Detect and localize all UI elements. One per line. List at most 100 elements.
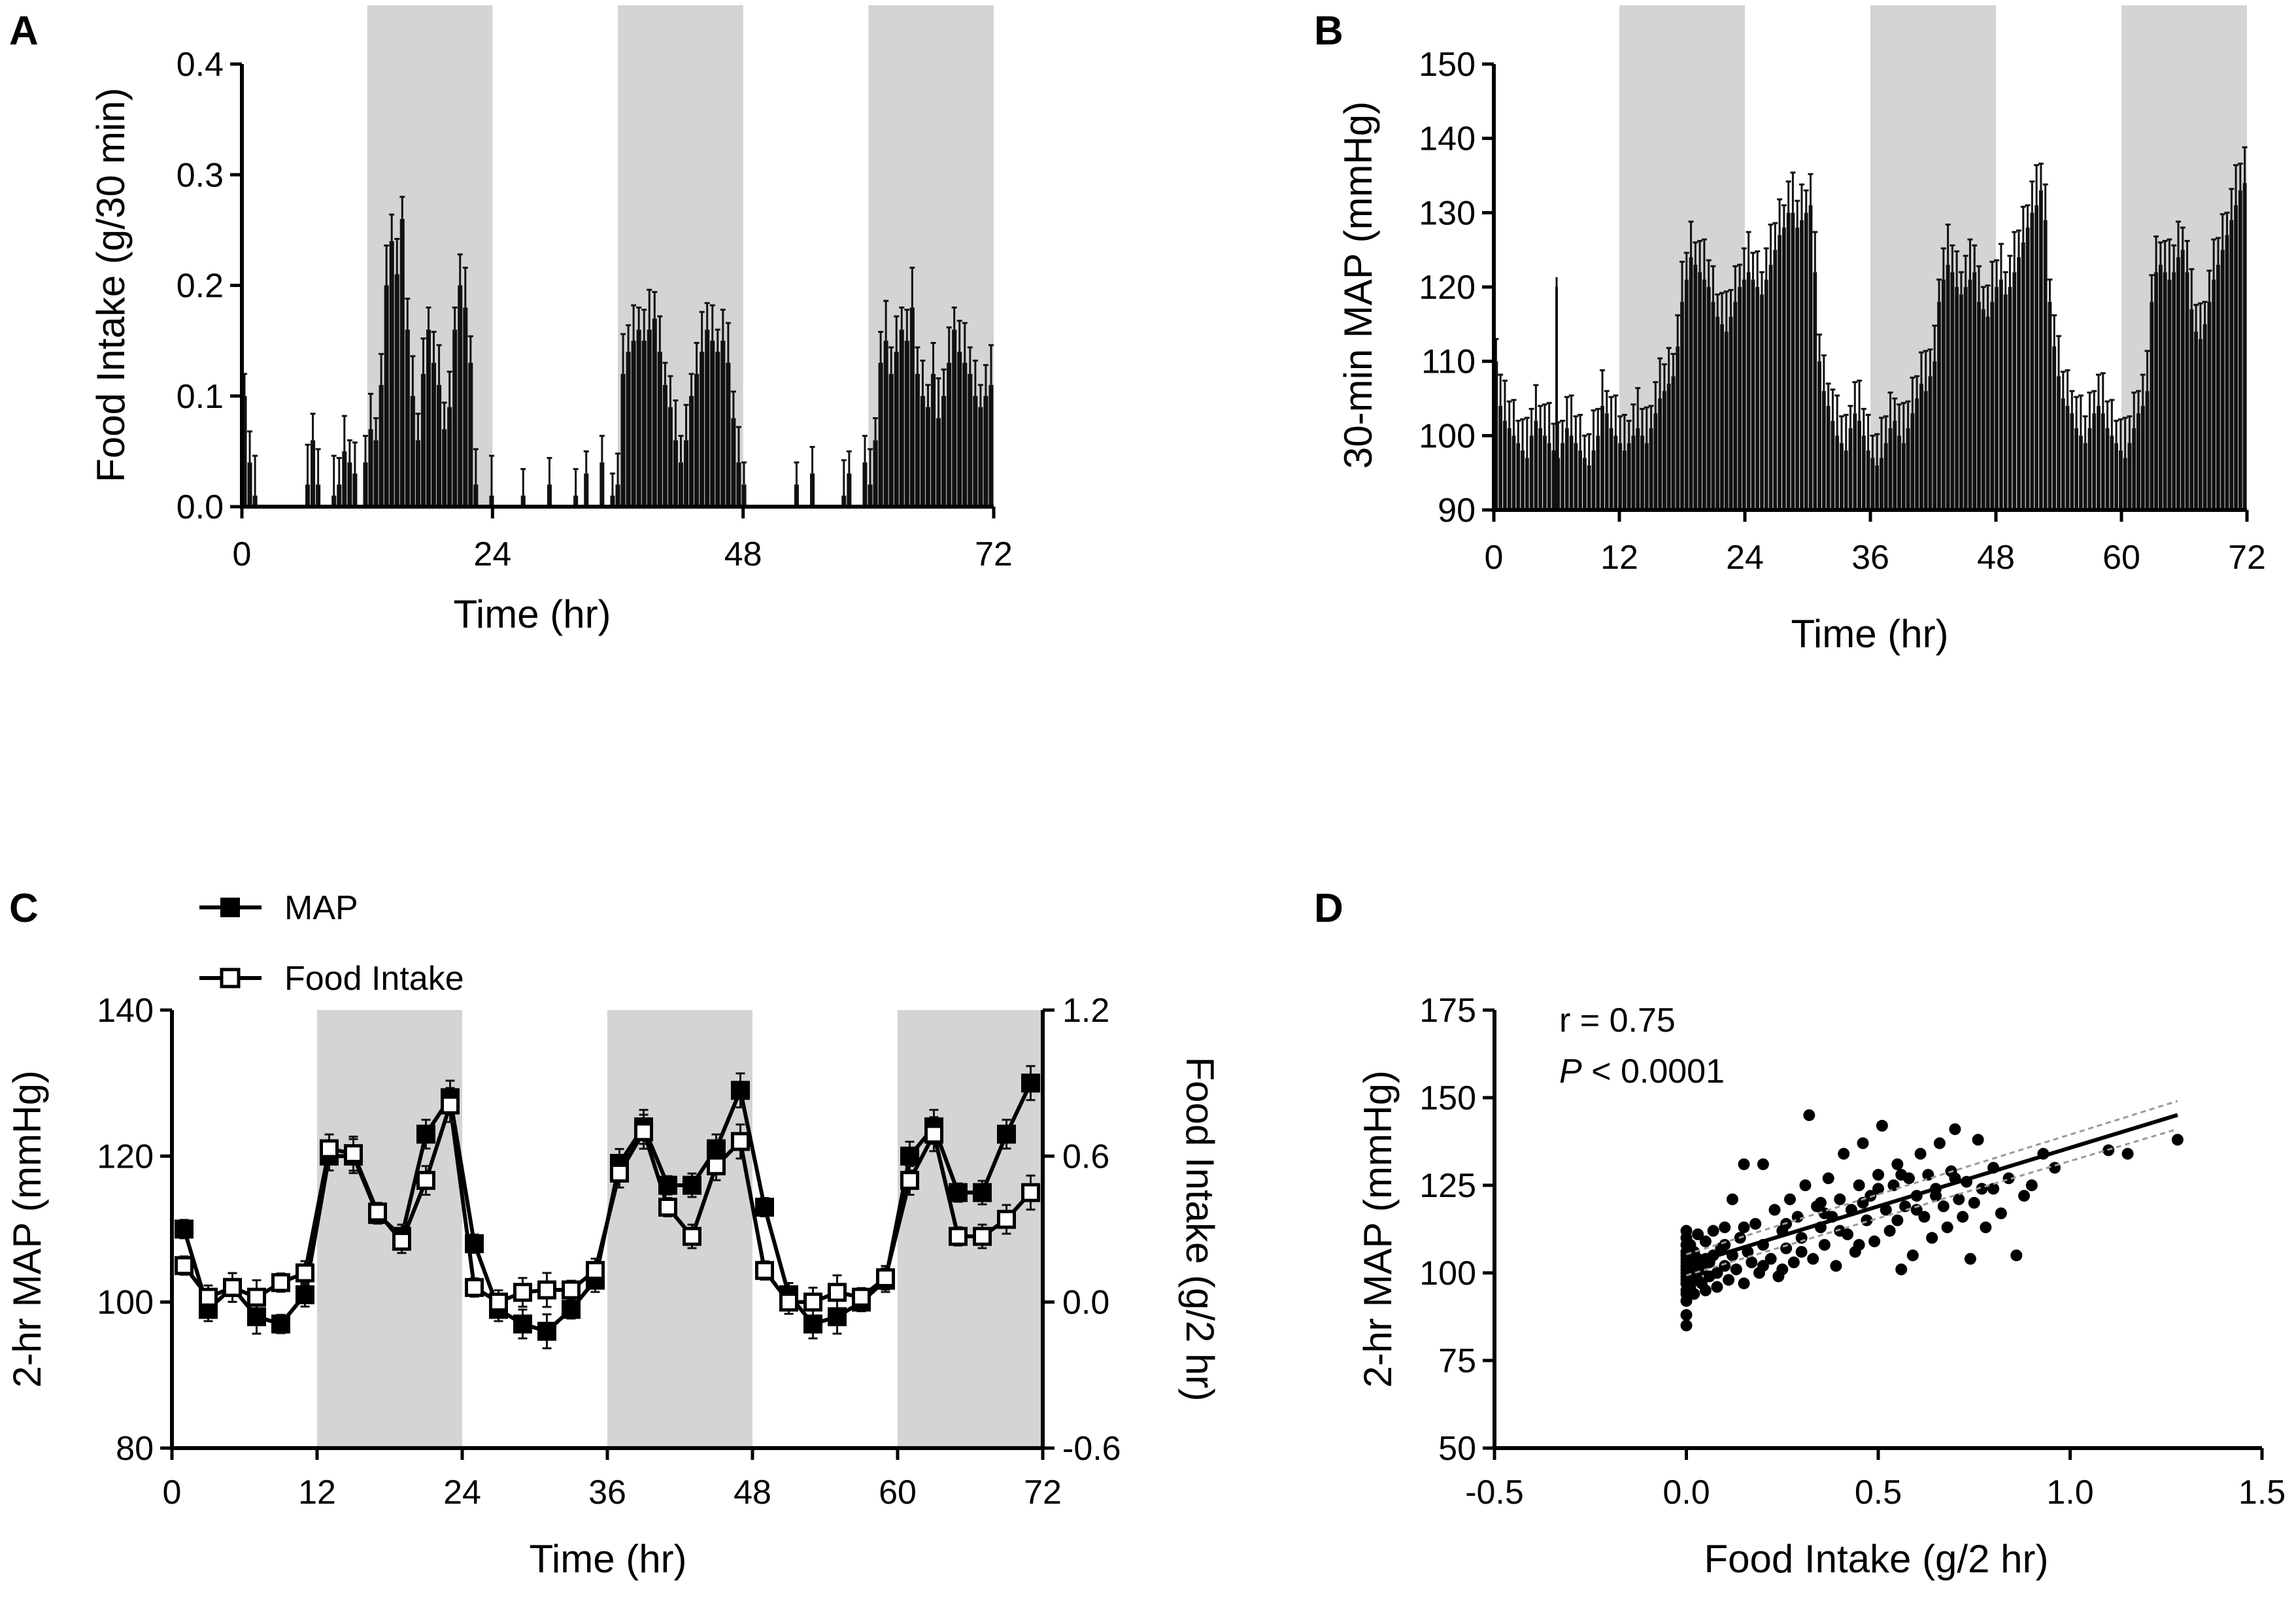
c-x-tick-label: 24 [443, 1474, 481, 1512]
c-food-intake-point [779, 1292, 798, 1312]
a-bar [641, 341, 647, 507]
b-bar [1755, 287, 1760, 510]
d-stat-p-text: < 0.0001 [1582, 1053, 1725, 1090]
b-bar [1596, 435, 1600, 510]
c-map-point [973, 1183, 992, 1202]
b-bar [1653, 413, 1658, 510]
b-bar [1857, 420, 1861, 510]
b-bar [1604, 413, 1609, 510]
d-ci-upper [1686, 1100, 2178, 1256]
c-food-intake-point [392, 1232, 411, 1251]
a-bar [920, 396, 925, 507]
legend-map-label: MAP [284, 889, 358, 927]
b-bar [2163, 272, 2167, 510]
b-bar [1746, 272, 1751, 510]
b-bar [1636, 428, 1640, 510]
d-scatter-point [1830, 1260, 1842, 1272]
b-bar [1516, 443, 1521, 510]
d-stat-r: r = 0.75 [1559, 1002, 1676, 1039]
d-scatter-point [1726, 1193, 1738, 1206]
a-x-tick-label: 24 [473, 535, 511, 573]
a-bar [615, 484, 620, 507]
b-bar [1880, 458, 1883, 510]
b-bar [2127, 443, 2132, 510]
a-bar [373, 440, 379, 507]
b-bar [2220, 250, 2225, 510]
b-bar [1844, 450, 1848, 510]
a-bar [410, 396, 415, 507]
b-bar [2025, 228, 2030, 510]
b-bar [2216, 264, 2220, 510]
a-bar [673, 440, 678, 507]
b-bar [2198, 339, 2203, 510]
d-scatter-point [1853, 1239, 1865, 1251]
a-bar [841, 496, 847, 507]
d-scatter-point [1876, 1119, 1888, 1132]
a-bar [741, 484, 747, 507]
c-food-intake-point [562, 1280, 581, 1300]
d-scatter-point [1719, 1260, 1731, 1272]
a-bar [384, 285, 389, 507]
b-bar [2176, 257, 2180, 510]
d-scatter-point [1764, 1253, 1777, 1265]
b-bar [1901, 443, 1906, 510]
a-bar [415, 440, 420, 507]
panel-letter-c: C [9, 886, 39, 931]
d-y-tick-label: 150 [1419, 1079, 1476, 1117]
d-scatter-point [1834, 1225, 1846, 1237]
a-bar [894, 352, 899, 507]
b-bar [1861, 435, 1866, 510]
a-y-title: Food Intake (g/30 min) [89, 88, 133, 482]
b-bar [1583, 458, 1587, 510]
b-bar [1618, 443, 1623, 510]
b-bar [1840, 443, 1844, 510]
c-food-intake-point [320, 1139, 339, 1158]
a-y-tick-label: 0.4 [177, 46, 224, 84]
a-bar [352, 473, 358, 507]
d-scatter-point [1803, 1109, 1815, 1121]
b-x-tick-label: 72 [2228, 539, 2266, 577]
a-bar [731, 418, 736, 507]
d-scatter-point [1711, 1281, 1723, 1293]
c-map-point [828, 1307, 847, 1326]
a-bar [978, 407, 983, 507]
panel-b: B 90 100 110 120 130 140 150 0 12 24 36 48 60 72 Tim… [1314, 5, 2266, 656]
c-y-tick-label: 80 [116, 1430, 154, 1468]
a-bar [458, 285, 463, 507]
b-bar [1711, 301, 1715, 510]
c-x-tick-label: 72 [1024, 1474, 1062, 1512]
b-bar [1963, 287, 1968, 510]
c-food-intake-point [416, 1171, 435, 1191]
b-bar [1883, 443, 1888, 510]
b-bar [1663, 391, 1666, 510]
d-scatter-point [1818, 1239, 1831, 1251]
a-bar [847, 473, 852, 507]
d-scatter-point [1795, 1245, 1808, 1258]
d-scatter-point [1707, 1225, 1719, 1237]
b-bar [1623, 450, 1627, 510]
a-bar [899, 329, 904, 507]
b-bar [1609, 428, 1613, 510]
b-bar [1821, 391, 1826, 510]
legend-map-marker [220, 898, 240, 917]
b-bar [2167, 279, 2172, 510]
b-bar [1848, 428, 1853, 510]
b-bar [1968, 279, 1972, 510]
b-bar [1569, 435, 1574, 510]
d-scatter-point [1872, 1183, 1884, 1195]
b-bar [1955, 287, 1959, 510]
c-y-right-tick-label: 1.2 [1062, 992, 1109, 1030]
a-bar [316, 484, 321, 507]
b-bar [1972, 272, 1977, 510]
a-bar [962, 362, 968, 507]
c-food-intake-point [634, 1122, 653, 1141]
c-food-intake-point [586, 1260, 605, 1280]
c-x-tick-label: 0 [163, 1474, 182, 1512]
a-bar [636, 329, 641, 507]
c-food-intake-point [441, 1095, 460, 1115]
a-bar [305, 484, 311, 507]
b-bar [2101, 413, 2105, 510]
b-bar [1680, 301, 1684, 510]
b-bar [1698, 272, 1702, 510]
